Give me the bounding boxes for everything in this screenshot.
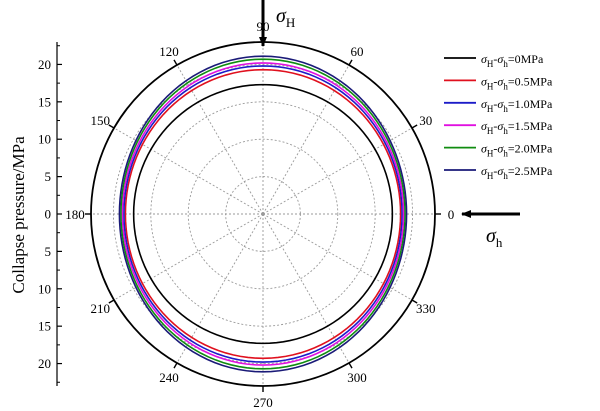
- angle-tick-300: [348, 362, 353, 369]
- legend-label-4: σH-σh=2.0MPa: [481, 142, 553, 159]
- angle-label-240: 240: [159, 370, 179, 385]
- angle-tick-210: [108, 299, 115, 304]
- angle-tick-30: [411, 124, 418, 129]
- radial-tick-label-5: 5: [45, 244, 52, 259]
- angle-tick-240: [173, 362, 178, 369]
- legend-label-1: σH-σh=0.5MPa: [481, 74, 553, 91]
- radial-tick-label-6: 10: [38, 281, 51, 296]
- angle-tick-330: [411, 299, 418, 304]
- angle-label-30: 30: [419, 113, 432, 128]
- y-axis-label: Collapse pressure/MPa: [9, 136, 28, 294]
- grid-spoke-330: [262, 213, 413, 301]
- radial-axis: 20 15 10 5 0 5 10 15 20: [38, 42, 62, 386]
- angle-label-300: 300: [347, 370, 367, 385]
- grid-spoke-30: [262, 127, 413, 215]
- angle-tick-60: [348, 59, 353, 66]
- radial-tick-label-0: 20: [38, 57, 51, 72]
- polar-grid: [91, 42, 435, 386]
- radial-tick-label-1: 15: [38, 94, 51, 109]
- grid-spoke-210: [113, 213, 264, 301]
- grid-spoke-240: [176, 213, 264, 364]
- angle-label-150: 150: [90, 113, 110, 128]
- angle-labels: 0306090120150180210240270300330: [65, 19, 454, 410]
- angle-label-60: 60: [351, 44, 364, 59]
- angle-label-180: 180: [65, 207, 85, 222]
- grid-spoke-120: [176, 64, 264, 215]
- radial-tick-label-8: 20: [38, 356, 51, 371]
- series-line-2: [123, 65, 403, 363]
- angle-label-330: 330: [416, 301, 436, 316]
- legend-label-2: σH-σh=1.0MPa: [481, 97, 553, 114]
- angle-label-270: 270: [253, 395, 273, 410]
- angle-tick-150: [108, 124, 115, 129]
- grid-spoke-150: [113, 127, 264, 215]
- grid-spoke-300: [262, 213, 350, 364]
- radial-tick-label-2: 10: [38, 132, 51, 147]
- radial-tick-label-3: 5: [45, 169, 52, 184]
- legend-label-3: σH-σh=1.5MPa: [481, 119, 553, 136]
- angle-label-120: 120: [159, 44, 179, 59]
- series-line-4: [120, 58, 406, 370]
- legend-label-0: σH-σh=0MPa: [481, 52, 544, 69]
- sigma-h-label: σh: [486, 225, 503, 250]
- legend-label-5: σH-σh=2.5MPa: [481, 164, 553, 181]
- series-line-5: [118, 55, 408, 373]
- grid-ring-10: [187, 138, 339, 290]
- angle-label-210: 210: [90, 301, 110, 316]
- angle-label-0: 0: [448, 207, 455, 222]
- radial-tick-label-7: 15: [38, 319, 51, 334]
- series-line-1: [124, 68, 402, 360]
- series-group: [118, 55, 408, 373]
- grid-spoke-60: [262, 64, 350, 215]
- radial-tick-label-4: 0: [45, 207, 52, 222]
- angle-tick-120: [173, 59, 178, 66]
- series-line-3: [121, 62, 405, 366]
- series-line-0: [132, 83, 394, 345]
- sigma-H-label: σH: [276, 5, 295, 30]
- legend: σH-σh=0MPa σH-σh=0.5MPa σH-σh=1.0MPa σH-σh=…: [444, 52, 553, 181]
